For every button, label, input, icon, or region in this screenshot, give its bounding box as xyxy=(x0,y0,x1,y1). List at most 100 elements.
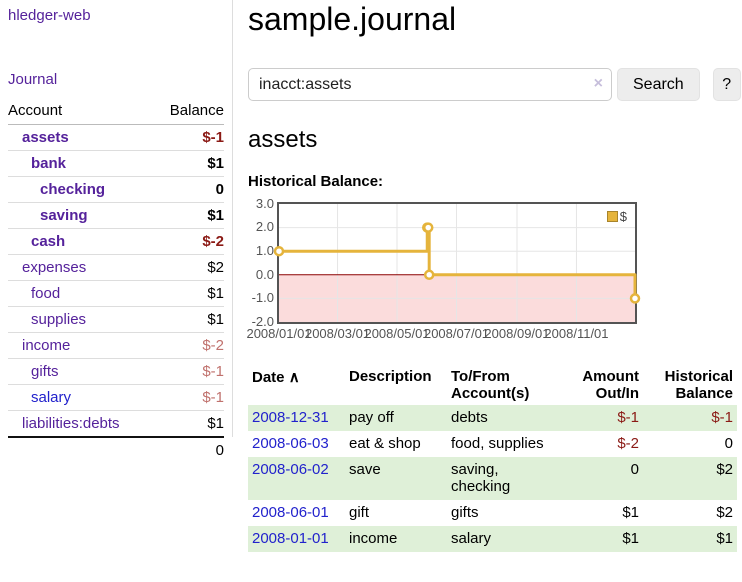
accounts-total-row: 0 xyxy=(8,436,224,463)
x-axis-tick-label: 2008/03/01 xyxy=(304,325,371,341)
account-link-bank[interactable]: bank xyxy=(31,155,67,172)
account-row: bank $1 xyxy=(8,150,224,177)
transaction-description: gift xyxy=(349,503,370,521)
main-content: sample.journal × Search ? assets Histori… xyxy=(246,0,742,552)
sidebar-item-journal[interactable]: Journal xyxy=(8,71,58,88)
account-page-title: assets xyxy=(248,126,318,154)
transaction-description: eat & shop xyxy=(349,434,421,452)
account-link-assets[interactable]: assets xyxy=(22,129,69,146)
account-balance: $1 xyxy=(153,280,224,307)
account-link-expenses[interactable]: expenses xyxy=(22,259,87,276)
x-axis-tick-label: 2008/01/01 xyxy=(246,325,312,341)
account-row: gifts $-1 xyxy=(8,358,224,385)
transaction-accounts: debts xyxy=(451,408,488,426)
y-axis-tick-label: -1.0 xyxy=(251,290,274,306)
account-link-cash[interactable]: cash xyxy=(31,233,66,250)
y-axis-tick-label: 1.0 xyxy=(255,242,274,258)
date-column-header[interactable]: Date ∧ xyxy=(252,368,300,386)
account-balance: $1 xyxy=(153,150,224,177)
register-row: 2008-12-31 pay off debts $-1 $-1 xyxy=(248,404,737,431)
account-row: liabilities:debts $1 xyxy=(8,410,224,438)
balance-column-header: Historical Balance xyxy=(664,367,733,402)
account-link-food[interactable]: food xyxy=(31,285,61,302)
account-balance: $1 xyxy=(153,202,224,229)
account-link-checking[interactable]: checking xyxy=(40,181,106,198)
transaction-description: save xyxy=(349,460,381,478)
transaction-amount: $1 xyxy=(622,503,639,521)
account-row: supplies $1 xyxy=(8,306,224,333)
transaction-accounts: food, supplies xyxy=(451,434,544,452)
register-row: 2008-06-02 save saving, checking 0 $2 xyxy=(248,456,737,500)
register-header-row: Date ∧ Description To/From Account(s) Am… xyxy=(248,365,737,405)
chart-legend: $ xyxy=(606,208,627,224)
account-row: checking 0 xyxy=(8,176,224,203)
account-row: cash $-2 xyxy=(8,228,224,255)
account-balance-table: Account Balance assets $-1 bank $1 check… xyxy=(8,98,224,463)
transaction-balance: $2 xyxy=(716,503,733,521)
chart-title: Historical Balance: xyxy=(248,172,384,190)
account-link-salary[interactable]: salary xyxy=(31,389,72,406)
accounts-column-header: To/From Account(s) xyxy=(451,367,530,402)
search-input[interactable] xyxy=(248,68,612,102)
transaction-amount: $1 xyxy=(622,529,639,547)
y-axis-tick-label: -2.0 xyxy=(251,313,274,329)
balance-column-header: Balance xyxy=(153,98,224,125)
account-link-saving[interactable]: saving xyxy=(40,207,88,224)
account-balance: $2 xyxy=(153,254,224,281)
x-axis-tick-label: 2008/11/01 xyxy=(544,325,609,341)
x-axis-tick-label: 2008/05/01 xyxy=(364,325,430,341)
sidebar-total-balance: 0 xyxy=(153,436,224,463)
transaction-date-link[interactable]: 2008-12-31 xyxy=(252,408,329,426)
transaction-date-link[interactable]: 2008-01-01 xyxy=(252,529,329,547)
account-balance: $-2 xyxy=(153,228,224,255)
transaction-balance: $-1 xyxy=(711,408,733,426)
account-row: income $-2 xyxy=(8,332,224,359)
transaction-accounts: salary xyxy=(451,529,492,547)
register-row: 2008-06-03 eat & shop food, supplies $-2… xyxy=(248,431,737,457)
account-balance: $-1 xyxy=(153,384,224,411)
account-row: food $1 xyxy=(8,280,224,307)
account-row: salary $-1 xyxy=(8,384,224,411)
account-link-supplies[interactable]: supplies xyxy=(31,311,87,328)
sort-ascending-icon: ∧ xyxy=(288,368,300,386)
help-button[interactable]: ? xyxy=(712,68,741,102)
transaction-accounts: saving, checking xyxy=(451,460,511,495)
account-link-gifts[interactable]: gifts xyxy=(31,363,59,380)
transaction-description: income xyxy=(349,529,398,547)
y-axis-tick-label: 0.0 xyxy=(255,266,274,282)
sidebar: hledger-web Journal Account Balance asse… xyxy=(0,0,233,463)
x-axis-tick-label: 2008/09/01 xyxy=(484,325,550,341)
account-link-liabilities-debts[interactable]: liabilities:debts xyxy=(22,415,120,432)
account-balance: $-1 xyxy=(153,124,224,151)
chart-plot: $ xyxy=(273,201,641,324)
transaction-amount: $-2 xyxy=(617,434,639,452)
balance-chart: $ 3.0 2.0 1.0 0.0 -1.0 -2.0 2008/01/01 2008/03/… xyxy=(246,195,742,345)
transaction-description: pay off xyxy=(349,408,394,426)
legend-color-swatch xyxy=(606,210,618,222)
transaction-balance: 0 xyxy=(724,434,733,452)
transaction-date-link[interactable]: 2008-06-01 xyxy=(252,503,329,521)
x-axis-tick-label: 2008/07/01 xyxy=(423,325,490,341)
transaction-date-link[interactable]: 2008-06-02 xyxy=(252,460,329,478)
transaction-balance: $1 xyxy=(716,529,733,547)
page-title: sample.journal xyxy=(248,1,457,37)
y-axis-tick-label: 2.0 xyxy=(255,219,274,235)
account-link-income[interactable]: income xyxy=(22,337,71,354)
transaction-date-link[interactable]: 2008-06-03 xyxy=(252,434,329,452)
account-row: saving $1 xyxy=(8,202,224,229)
register-row: 2008-06-01 gift gifts $1 $2 xyxy=(248,500,737,526)
account-row: expenses $2 xyxy=(8,254,224,281)
clear-search-icon[interactable]: × xyxy=(593,75,603,93)
transaction-accounts: gifts xyxy=(451,503,479,521)
app-title-link[interactable]: hledger-web xyxy=(8,7,91,24)
transaction-amount: 0 xyxy=(630,460,639,478)
account-balance: $-1 xyxy=(153,358,224,385)
account-balance: $1 xyxy=(153,410,224,438)
legend-series-label: $ xyxy=(619,208,627,224)
accounts-column-header: Account xyxy=(8,98,154,125)
search-button[interactable]: Search xyxy=(617,68,700,102)
y-axis-tick-label: 3.0 xyxy=(255,195,274,211)
account-row: assets $-1 xyxy=(8,124,224,151)
account-balance: $-2 xyxy=(153,332,224,359)
transaction-balance: $2 xyxy=(716,460,733,478)
